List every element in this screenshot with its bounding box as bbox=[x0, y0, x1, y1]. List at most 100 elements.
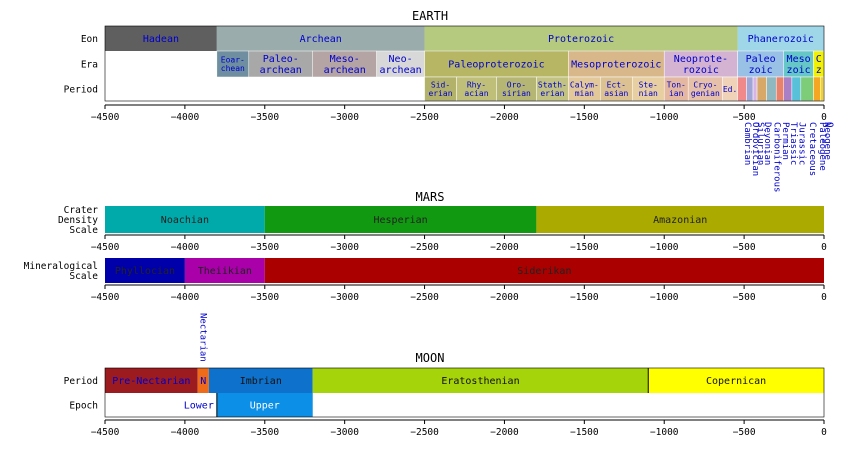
earth-period-segment-segment bbox=[737, 76, 747, 102]
earth-period-segment-segment bbox=[775, 76, 784, 102]
mars-tick-label: −3500 bbox=[250, 292, 279, 303]
earth-eon-hadean-label: Hadean bbox=[143, 34, 179, 45]
earth-period-oro-sirian-label-line: sirian bbox=[502, 89, 531, 98]
earth-period-name-triassic: Triassic bbox=[788, 122, 798, 165]
earth-era-meso-zoic-label-line: Meso bbox=[787, 54, 811, 65]
mars-mineral-siderikan-segment bbox=[264, 258, 824, 283]
earth-era-eoar-chean-label-line: Eoar- bbox=[221, 55, 245, 64]
earth-period-ton-ian-label: Ton-ian bbox=[667, 80, 686, 98]
moon-period-imbrian-label: Imbrian bbox=[240, 376, 282, 387]
earth-period-cryo-genian-label: Cryo-genian bbox=[691, 80, 720, 98]
mars-tick-label: −4000 bbox=[171, 292, 200, 303]
earth-era-paleo-archean-segment bbox=[248, 50, 313, 78]
earth-period-rhy-acian-label-line: Rhy- bbox=[467, 80, 486, 89]
earth-period-ton-ian-label-line: Ton- bbox=[667, 80, 686, 89]
earth-era-neoprote-rozoic-label: Neoprote-rozoic bbox=[674, 54, 728, 76]
moon-period-eratosthenian-segment bbox=[312, 368, 649, 393]
mars-section: MARS Noachian Hesperian Amazonian Crater Dens… bbox=[24, 190, 827, 303]
earth-period-stath-erian-segment bbox=[536, 76, 569, 102]
mars-tick-label: −4000 bbox=[171, 242, 200, 253]
mars-tick-label: −4500 bbox=[91, 242, 120, 253]
earth-period-name-cretaceous: Cretaceous bbox=[807, 122, 817, 176]
moon-period-pre-nectarian-segment bbox=[105, 368, 198, 393]
moon-row-label-epoch: Epoch bbox=[69, 401, 98, 412]
earth-period-name-ordovician: Ordovician bbox=[750, 122, 760, 176]
earth-tick-label: −500 bbox=[733, 112, 756, 123]
moon-period-n-segment bbox=[197, 368, 209, 393]
earth-tick-label: 0 bbox=[821, 112, 827, 123]
earth-tick-label: −3500 bbox=[250, 112, 279, 123]
moon-frame bbox=[104, 367, 825, 418]
earth-era-c-z-label-line: z bbox=[816, 65, 822, 76]
earth-period-stath-erian-label: Stath-erian bbox=[538, 80, 567, 98]
earth-era-paleo-zoic-segment bbox=[737, 50, 784, 78]
earth-period-calym-mian-label: Calym-mian bbox=[570, 80, 599, 98]
mars-row-label-line: Mineralogical bbox=[24, 261, 98, 272]
earth-tick-label: −1500 bbox=[570, 112, 599, 123]
moon-period-copernican-label: Copernican bbox=[706, 376, 766, 387]
earth-period-segment-segment bbox=[800, 76, 814, 102]
earth-period-segment-segment bbox=[756, 76, 767, 102]
earth-era-neo-archean-label-line: archean bbox=[380, 65, 422, 76]
mars-mineral-phyllocian-label: Phyllocian bbox=[115, 266, 175, 277]
earth-era-paleo-zoic-label-line: Paleo bbox=[746, 54, 776, 65]
earth-period-name-q: Q bbox=[824, 122, 834, 127]
earth-title: EARTH bbox=[412, 9, 448, 23]
earth-eon-phanerozoic-segment bbox=[737, 26, 824, 51]
mars-crater-amazonian-label: Amazonian bbox=[653, 215, 707, 226]
moon-tick-label: −3000 bbox=[330, 427, 359, 438]
mars-tick-label: −500 bbox=[733, 292, 756, 303]
mars-row-label-crater: Crater Density Scale bbox=[58, 205, 98, 236]
moon-epoch-lower-segment bbox=[208, 393, 217, 417]
earth-period-oro-sirian-segment bbox=[496, 76, 537, 102]
earth-period-calym-mian-label-line: Calym- bbox=[570, 80, 599, 89]
earth-era-neoprote-rozoic-segment bbox=[663, 50, 738, 78]
earth-period-cryo-genian-label-line: genian bbox=[691, 89, 720, 98]
earth-period-name-paleogene: Paleogene bbox=[817, 122, 827, 171]
moon-tick-label: 0 bbox=[821, 427, 827, 438]
earth-period-ste-nian-label: Ste-nian bbox=[639, 80, 658, 98]
earth-period-cryo-genian-label-line: Cryo- bbox=[693, 80, 717, 89]
mars-tick-label: −500 bbox=[733, 242, 756, 253]
earth-era-paleo-zoic-label: Paleo zoic bbox=[746, 54, 776, 76]
earth-eon-proterozoic-label: Proterozoic bbox=[548, 34, 614, 45]
mars-tick-label: −1500 bbox=[570, 242, 599, 253]
earth-row-label-era: Era bbox=[81, 60, 98, 71]
moon-tick-label: −4000 bbox=[171, 427, 200, 438]
earth-period-sid-erian-label-line: erian bbox=[428, 89, 452, 98]
moon-row-label-period: Period bbox=[64, 376, 98, 387]
earth-period-calym-mian-label-line: mian bbox=[575, 89, 594, 98]
mars-tick-label: −3000 bbox=[330, 242, 359, 253]
earth-period-ste-nian-label-line: nian bbox=[639, 89, 658, 98]
moon-tick-label: −500 bbox=[733, 427, 756, 438]
earth-period-rhy-acian-segment bbox=[456, 76, 497, 102]
earth-period-name-jurassic: Jurassic bbox=[796, 122, 806, 165]
mars-crater-noachian-segment bbox=[105, 206, 265, 233]
earth-period-calym-mian-segment bbox=[568, 76, 601, 102]
earth-era-mesoproterozoic-label: Mesoproterozoic bbox=[571, 60, 661, 71]
earth-era-meso-zoic-label: Meso zoic bbox=[787, 54, 811, 76]
mars-tick-label: −2000 bbox=[490, 292, 519, 303]
earth-period-oro-sirian-label-line: Oro- bbox=[507, 80, 526, 89]
moon-title: MOON bbox=[416, 351, 445, 365]
mars-row-label-line: Density bbox=[58, 215, 98, 226]
earth-period-rhy-acian-label: Rhy-acian bbox=[464, 80, 488, 98]
earth-period-segment-segment bbox=[791, 76, 802, 102]
moon-section: MOON Pre-Nectarian N Imbrian Eratosthenian Co… bbox=[64, 313, 827, 438]
earth-period-ect-asian-label-line: Ect- bbox=[607, 80, 626, 89]
mars-tick-label: −3000 bbox=[330, 292, 359, 303]
mars-crater-amazonian-segment bbox=[536, 206, 824, 233]
moon-tick-label: −1000 bbox=[650, 427, 679, 438]
earth-eon-proterozoic-segment bbox=[424, 26, 738, 51]
earth-period-ect-asian-segment bbox=[600, 76, 633, 102]
earth-era-mesoproterozoic-segment bbox=[568, 50, 665, 78]
earth-era-meso-archean-label-line: archean bbox=[324, 65, 366, 76]
earth-period-segment-segment bbox=[752, 76, 758, 102]
earth-era-paleo-archean-label-line: Paleo- bbox=[263, 54, 299, 65]
earth-period-ect-asian-label: Ect-asian bbox=[604, 80, 628, 98]
moon-period-eratosthenian-label: Eratosthenian bbox=[441, 376, 519, 387]
moon-epoch-upper-label: Upper bbox=[250, 401, 280, 412]
earth-tick-label: −1000 bbox=[650, 112, 679, 123]
